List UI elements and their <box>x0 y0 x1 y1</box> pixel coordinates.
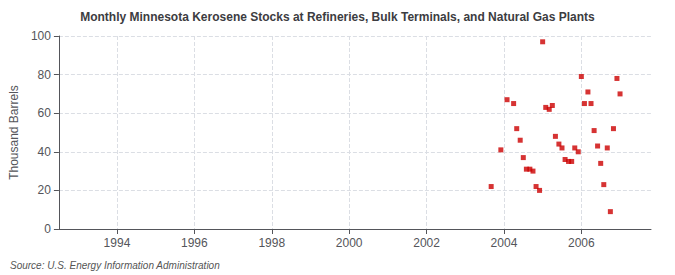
svg-text:Source: U.S. Energy Informatio: Source: U.S. Energy Information Administ… <box>10 260 220 271</box>
svg-text:Thousand Barrels: Thousand Barrels <box>7 85 21 180</box>
svg-text:0: 0 <box>44 222 51 236</box>
svg-text:2002: 2002 <box>413 236 440 250</box>
svg-text:100: 100 <box>31 29 51 43</box>
svg-text:Monthly Minnesota Kerosene Sto: Monthly Minnesota Kerosene Stocks at Ref… <box>80 10 595 24</box>
svg-text:1996: 1996 <box>181 236 208 250</box>
svg-text:2006: 2006 <box>568 236 595 250</box>
svg-text:2000: 2000 <box>336 236 363 250</box>
svg-text:60: 60 <box>38 106 52 120</box>
svg-text:1994: 1994 <box>104 236 131 250</box>
svg-text:80: 80 <box>38 68 52 82</box>
svg-text:20: 20 <box>38 183 52 197</box>
svg-text:40: 40 <box>38 145 52 159</box>
svg-text:2004: 2004 <box>491 236 518 250</box>
svg-text:1998: 1998 <box>258 236 285 250</box>
